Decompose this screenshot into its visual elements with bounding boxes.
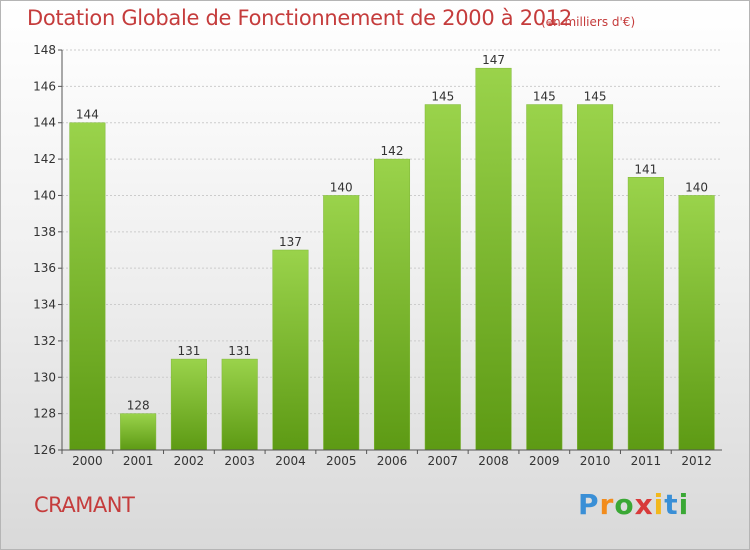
commune-name: CRAMANT	[34, 493, 135, 517]
x-tick-label: 2001	[123, 454, 154, 468]
value-label: 145	[431, 90, 454, 104]
value-label: 147	[482, 53, 505, 67]
y-tick-label: 142	[33, 152, 56, 166]
bar-2005	[323, 195, 360, 451]
y-tick-label: 136	[33, 261, 56, 275]
chart-title: Dotation Globale de Fonctionnement de 20…	[27, 6, 572, 30]
y-tick-label: 134	[33, 298, 56, 312]
bar-2002	[170, 358, 207, 451]
value-label: 142	[381, 144, 404, 158]
bar-2001	[120, 413, 157, 451]
logo-letter: x	[634, 488, 654, 521]
value-label: 128	[127, 399, 150, 413]
proxiti-logo: Proxiti	[578, 488, 689, 521]
y-tick-label: 148	[33, 43, 56, 57]
bar-2007	[424, 104, 461, 451]
value-label: 131	[177, 344, 200, 358]
logo-letter: i	[653, 488, 665, 521]
y-tick-label: 138	[33, 225, 56, 239]
bar-2010	[577, 104, 614, 451]
value-label: 140	[330, 180, 353, 194]
value-label: 140	[685, 180, 708, 194]
x-tick-label: 2004	[275, 454, 306, 468]
bar-2004	[272, 249, 309, 451]
x-tick-label: 2005	[326, 454, 357, 468]
bars: 144 128 131 131 137 140 142 145 147 145 145 141 140	[69, 53, 715, 451]
y-tick-label: 132	[33, 334, 56, 348]
x-tick-label: 2006	[377, 454, 408, 468]
x-tick-label: 2007	[427, 454, 458, 468]
y-tick-label: 126	[33, 443, 56, 457]
logo-letter: P	[578, 488, 600, 521]
x-tick-label: 2009	[529, 454, 560, 468]
x-tick-label: 2010	[580, 454, 611, 468]
y-tick-label: 146	[33, 79, 56, 93]
bar-2003	[221, 358, 258, 451]
logo-letter: o	[614, 488, 635, 521]
y-tick-label: 140	[33, 188, 56, 202]
bar-2006	[373, 158, 411, 451]
x-tick-label: 2002	[174, 454, 205, 468]
value-label: 145	[533, 90, 556, 104]
x-tick-label: 2012	[681, 454, 712, 468]
x-tick-label: 2008	[478, 454, 509, 468]
x-tick-label: 2000	[72, 454, 103, 468]
bar-2000	[69, 122, 106, 451]
bar-2012	[678, 195, 715, 451]
y-tick-label: 130	[33, 370, 56, 384]
x-tick-label: 2011	[631, 454, 662, 468]
y-tick-label: 144	[33, 116, 56, 130]
bar-2011	[627, 177, 664, 451]
value-label: 145	[584, 90, 607, 104]
bar-2008	[475, 67, 512, 451]
value-label: 137	[279, 235, 302, 249]
bar-2009	[526, 104, 563, 451]
value-label: 144	[76, 108, 99, 122]
x-tick-label: 2003	[224, 454, 255, 468]
logo-letter: r	[599, 488, 615, 521]
y-tick-label: 128	[33, 407, 56, 421]
value-label: 131	[228, 344, 251, 358]
logo-letter: t	[664, 488, 679, 521]
chart-subtitle: (en milliers d'€)	[541, 15, 636, 29]
value-label: 141	[634, 162, 657, 176]
logo-letter: i	[678, 488, 690, 521]
axes: 126 128 130 132 134 136 138 140 142 144 146 148 2000…	[33, 43, 722, 468]
